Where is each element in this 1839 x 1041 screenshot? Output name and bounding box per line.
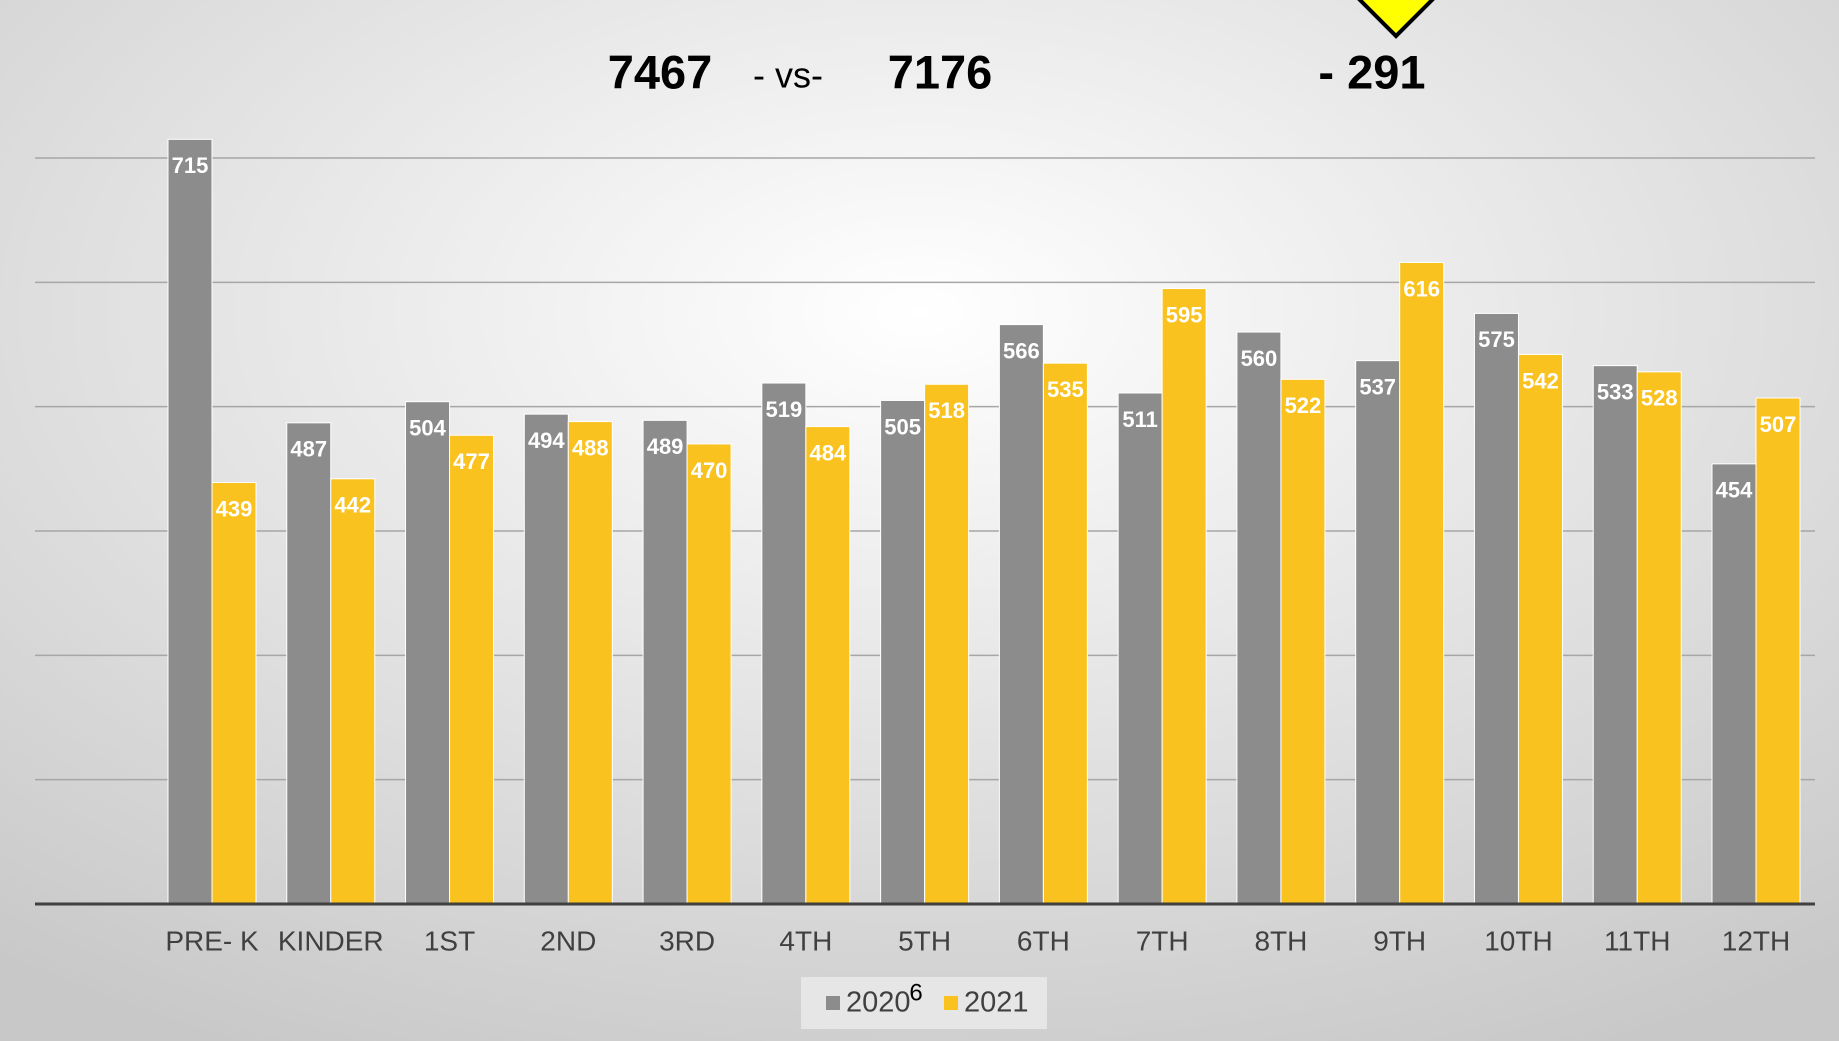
value-label: 518 bbox=[928, 398, 965, 423]
value-label: 511 bbox=[1122, 407, 1158, 432]
legend-label: 2020 bbox=[846, 987, 911, 1019]
value-label: 489 bbox=[647, 434, 684, 459]
bar bbox=[924, 383, 970, 905]
bar bbox=[1042, 362, 1088, 905]
bar bbox=[1280, 378, 1326, 905]
value-label: 439 bbox=[216, 496, 253, 521]
value-label: 542 bbox=[1522, 368, 1559, 393]
value-label: 507 bbox=[1760, 412, 1797, 437]
bar bbox=[1755, 397, 1801, 905]
bar bbox=[523, 413, 569, 905]
value-label: 595 bbox=[1166, 302, 1203, 327]
bar bbox=[1236, 331, 1282, 905]
value-label: 533 bbox=[1597, 379, 1634, 404]
bar bbox=[567, 421, 613, 905]
bar bbox=[330, 478, 376, 905]
x-tick-label: 7TH bbox=[1136, 925, 1189, 956]
bar bbox=[1355, 360, 1401, 905]
value-label: 494 bbox=[528, 428, 565, 453]
bar bbox=[167, 138, 213, 905]
total-2020: 7467 bbox=[608, 45, 713, 98]
value-label: 477 bbox=[453, 449, 490, 474]
value-label: 470 bbox=[691, 458, 728, 483]
value-label: 505 bbox=[884, 414, 921, 439]
bar bbox=[1517, 353, 1563, 905]
bar bbox=[1473, 312, 1519, 905]
value-label: 484 bbox=[809, 440, 846, 465]
value-label: 528 bbox=[1641, 386, 1678, 411]
x-tick-label: 12TH bbox=[1722, 925, 1790, 956]
value-label: 537 bbox=[1359, 374, 1396, 399]
value-label: 575 bbox=[1478, 327, 1515, 352]
difference: - 291 bbox=[1318, 45, 1425, 98]
x-tick-label: KINDER bbox=[278, 925, 384, 956]
value-label: 522 bbox=[1285, 393, 1322, 418]
value-label: 535 bbox=[1047, 377, 1084, 402]
x-tick-label: 6TH bbox=[1017, 925, 1070, 956]
x-tick-label: 8TH bbox=[1254, 925, 1307, 956]
bar bbox=[880, 399, 926, 905]
x-tick-label: 5TH bbox=[898, 925, 951, 956]
value-label: 616 bbox=[1403, 276, 1440, 301]
bar bbox=[1636, 371, 1682, 905]
legend-box bbox=[801, 977, 1047, 1029]
x-tick-label: 3RD bbox=[659, 925, 715, 956]
marker-diamond bbox=[1357, 0, 1435, 39]
bar bbox=[805, 426, 851, 905]
value-label: 487 bbox=[290, 437, 327, 462]
page-number: 6 bbox=[909, 979, 922, 1006]
x-tick-label: 11TH bbox=[1604, 925, 1670, 956]
legend-label: 2021 bbox=[964, 987, 1029, 1019]
bar bbox=[761, 382, 807, 905]
bar bbox=[998, 324, 1044, 905]
bar bbox=[642, 419, 688, 905]
value-label: 715 bbox=[172, 153, 209, 178]
value-label: 454 bbox=[1716, 478, 1753, 503]
value-label: 519 bbox=[765, 397, 802, 422]
bar bbox=[405, 401, 451, 905]
value-label: 442 bbox=[334, 493, 371, 518]
bar bbox=[449, 434, 495, 905]
bar bbox=[1161, 288, 1207, 905]
x-tick-label: 10TH bbox=[1484, 925, 1552, 956]
bar bbox=[286, 422, 332, 905]
bar bbox=[686, 443, 732, 905]
bar bbox=[1711, 463, 1757, 905]
x-tick-label: 9TH bbox=[1373, 925, 1426, 956]
vs-label: - vs- bbox=[753, 55, 823, 96]
x-tick-label: 4TH bbox=[779, 925, 832, 956]
total-2021: 7176 bbox=[888, 45, 993, 98]
value-label: 504 bbox=[409, 416, 446, 441]
value-label: 560 bbox=[1241, 346, 1278, 371]
x-tick-label: PRE- K bbox=[165, 925, 259, 956]
bar bbox=[1399, 261, 1445, 905]
legend-swatch bbox=[826, 996, 840, 1010]
x-tick-label: 2ND bbox=[540, 925, 596, 956]
x-tick-label: 1ST bbox=[424, 925, 475, 956]
legend-swatch bbox=[944, 996, 958, 1010]
bar bbox=[1117, 392, 1163, 905]
value-label: 488 bbox=[572, 435, 609, 460]
bar bbox=[211, 482, 257, 905]
bar bbox=[1592, 365, 1638, 905]
value-label: 566 bbox=[1003, 338, 1040, 363]
